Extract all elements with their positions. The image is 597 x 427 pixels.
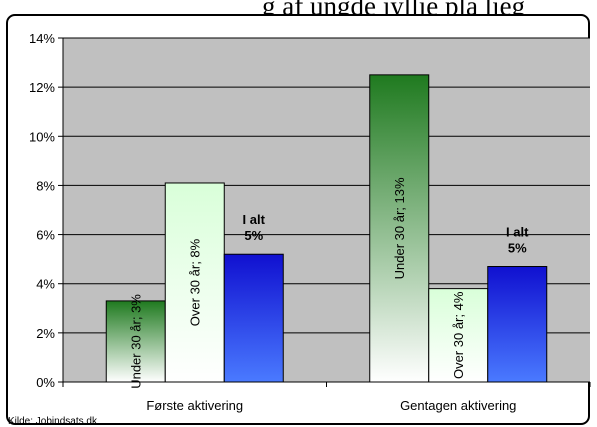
bar-under30 xyxy=(369,74,430,383)
data-label: Over 30 år; 8% xyxy=(188,238,203,326)
bar-over30 xyxy=(164,182,225,383)
x-category-label: Gentagen aktivering xyxy=(400,398,516,413)
x-category-label: Første aktivering xyxy=(146,398,243,413)
bar-total xyxy=(487,266,548,383)
y-tick-label: 8% xyxy=(36,178,55,193)
data-label: Under 30 år; 3% xyxy=(129,294,144,389)
y-axis-ticks: 0% 2% 4% 6% 8% 10% 12% 14% xyxy=(29,31,63,390)
data-label: Under 30 år; 13% xyxy=(392,177,407,279)
y-tick-label: 14% xyxy=(29,31,55,46)
y-tick-label: 12% xyxy=(29,80,55,95)
y-tick-label: 2% xyxy=(36,326,55,341)
bars xyxy=(105,74,548,383)
data-labels: Under 30 år; 3% Over 30 år; 8% I alt 5% Unde… xyxy=(129,177,529,389)
y-tick-label: 10% xyxy=(29,129,55,144)
data-label: I alt 5% xyxy=(243,212,266,243)
data-label: Over 30 år; 4% xyxy=(451,291,466,379)
y-tick-label: 4% xyxy=(36,277,55,292)
y-tick-label: 6% xyxy=(36,228,55,243)
x-axis-categories: Første aktivering Gentagen aktivering xyxy=(62,381,591,413)
y-tick-label: 0% xyxy=(36,375,55,390)
data-label: I alt 5% xyxy=(506,225,529,256)
source-note: Kilde: Jobindsats.dk xyxy=(8,416,97,427)
bar-total xyxy=(223,253,284,383)
